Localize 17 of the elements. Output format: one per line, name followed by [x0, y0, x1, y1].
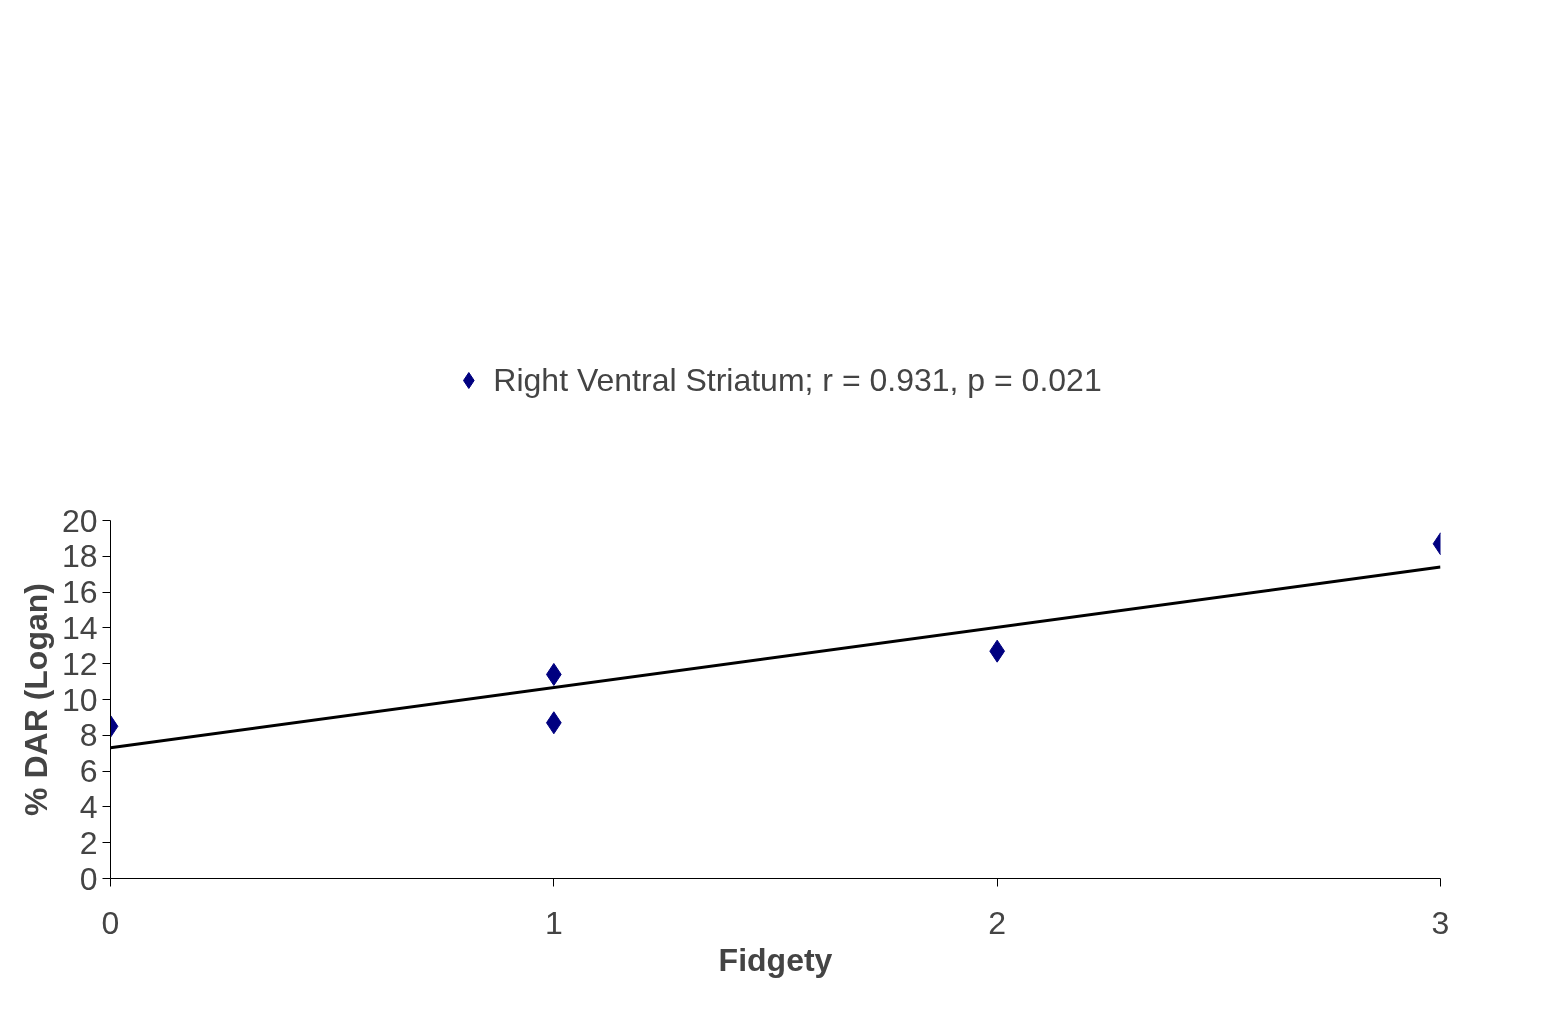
y-tick-label: 10	[61, 681, 98, 718]
y-tick-label: 8	[79, 717, 98, 754]
y-axis-title: % DAR (Logan)	[17, 583, 54, 816]
y-tick-label: 18	[61, 538, 98, 575]
y-tick-label: 4	[79, 788, 98, 825]
y-tick-label: 20	[61, 502, 98, 539]
y-tick-label: 16	[61, 574, 98, 611]
y-tick-label: 12	[61, 645, 98, 682]
x-tick-label: 3	[1431, 904, 1450, 941]
y-tick-label: 0	[79, 860, 98, 897]
y-tick-label: 14	[61, 609, 98, 646]
y-tick-label: 6	[79, 753, 98, 790]
x-axis-title: Fidgety	[718, 941, 833, 978]
y-tick-label: 2	[79, 824, 98, 861]
x-tick-label: 1	[544, 904, 563, 941]
legend-label: Right Ventral Striatum; r = 0.931, p = 0.021	[493, 361, 1102, 399]
x-tick-label: 2	[988, 904, 1007, 941]
